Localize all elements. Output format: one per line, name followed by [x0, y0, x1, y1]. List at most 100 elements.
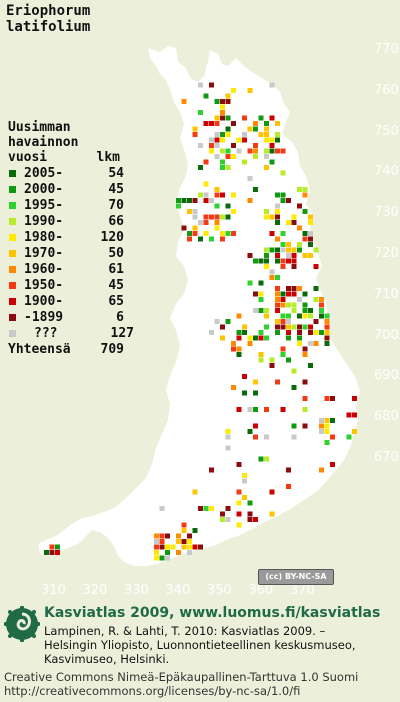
observation-square	[313, 286, 319, 291]
finland-map	[38, 46, 360, 566]
legend-entry: 1995- 70	[8, 197, 134, 213]
observation-square	[286, 324, 291, 330]
observation-square	[352, 396, 357, 401]
observation-square	[214, 137, 220, 143]
observation-square	[291, 253, 297, 258]
observation-square	[302, 423, 308, 429]
observation-square	[225, 445, 231, 451]
observation-square	[214, 143, 220, 148]
observation-square	[346, 412, 352, 418]
observation-square	[253, 154, 258, 159]
observation-square	[220, 132, 225, 137]
observation-square	[280, 352, 286, 357]
observation-square	[203, 159, 209, 165]
observation-square	[286, 357, 291, 363]
observation-square	[253, 148, 258, 154]
observation-square	[247, 148, 253, 154]
observation-square	[269, 489, 275, 495]
footer-title[interactable]: Kasviatlas 2009, www.luomus.fi/kasviatla…	[44, 605, 381, 621]
legend-total: Yhteensä 709	[8, 342, 134, 357]
observation-square	[231, 88, 236, 93]
observation-square	[187, 198, 192, 203]
northing-label: 750	[374, 123, 399, 139]
legend-entry-label: 2005-	[24, 165, 64, 181]
observation-square	[159, 506, 165, 511]
observation-square	[154, 539, 159, 544]
observation-square	[220, 115, 225, 121]
observation-square	[308, 313, 313, 319]
legend-total-label: Yhteensä	[8, 342, 71, 357]
observation-square	[324, 418, 330, 423]
legend-entry-count: 45	[108, 181, 124, 197]
observation-square	[154, 555, 159, 561]
observation-square	[209, 506, 214, 511]
observation-square	[214, 99, 220, 104]
observation-square	[209, 198, 214, 203]
observation-square	[297, 286, 302, 291]
observation-square	[247, 253, 253, 258]
observation-square	[253, 121, 258, 126]
observation-square	[192, 126, 198, 132]
observation-square	[176, 198, 181, 203]
legend-entry-count: 120	[100, 229, 124, 245]
observation-square	[225, 132, 231, 137]
observation-square	[286, 286, 291, 291]
observation-square	[324, 429, 330, 434]
legend-entries: 2005- 54 2000- 45 1995- 70 1990- 66 1980- 120 1970…	[8, 165, 134, 341]
observation-square	[297, 324, 302, 330]
observation-square	[280, 247, 286, 253]
observation-square	[275, 121, 280, 126]
observation-square	[236, 330, 242, 335]
observation-square	[159, 539, 165, 544]
observation-square	[236, 352, 242, 357]
observation-square	[264, 137, 269, 143]
observation-square	[225, 93, 231, 99]
observation-square	[220, 99, 225, 104]
finland-outline	[38, 46, 360, 566]
legend-entry-count: 127	[110, 325, 134, 341]
observation-square	[302, 396, 308, 401]
observation-square	[313, 297, 319, 302]
observation-square	[308, 214, 313, 220]
observation-square	[291, 368, 297, 374]
observation-square	[302, 231, 308, 236]
observation-square	[154, 533, 159, 539]
observation-square	[220, 110, 225, 115]
observation-square	[352, 412, 357, 418]
observation-square	[297, 341, 302, 346]
observation-square	[209, 214, 214, 220]
observation-square	[286, 313, 291, 319]
legend-entry: 1970- 50	[8, 245, 134, 261]
observation-square	[198, 143, 203, 148]
observation-square	[203, 93, 209, 99]
observation-square	[154, 544, 159, 550]
observation-square	[264, 324, 269, 330]
observation-square	[302, 407, 308, 412]
observation-square	[225, 506, 231, 511]
observation-square	[286, 484, 291, 489]
observation-square	[269, 511, 275, 517]
observation-square	[192, 544, 198, 550]
observation-square	[297, 187, 302, 192]
observation-square	[242, 390, 247, 396]
observation-square	[275, 258, 280, 264]
observation-square	[302, 346, 308, 352]
observation-square	[242, 473, 247, 478]
legend-swatch	[9, 185, 16, 193]
observation-square	[242, 159, 247, 165]
observation-square	[258, 352, 264, 357]
observation-square	[269, 247, 275, 253]
species-epithet: latifolium	[6, 19, 91, 35]
observation-square	[280, 313, 286, 319]
cc-license-badge[interactable]: (cc) BY-NC-SA	[258, 569, 334, 585]
observation-square	[203, 181, 209, 187]
observation-square	[275, 192, 280, 198]
observation-square	[225, 99, 231, 104]
observation-square	[231, 346, 236, 352]
observation-square	[176, 539, 181, 544]
legend-columns: vuosi lkm	[8, 150, 120, 165]
footer-citation: Lampinen, R. & Lahti, T. 2010: Kasviatla…	[44, 624, 396, 666]
license-url[interactable]: http://creativecommons.org/licenses/by-n…	[4, 684, 301, 698]
observation-square	[236, 407, 242, 412]
observation-square	[220, 214, 225, 220]
